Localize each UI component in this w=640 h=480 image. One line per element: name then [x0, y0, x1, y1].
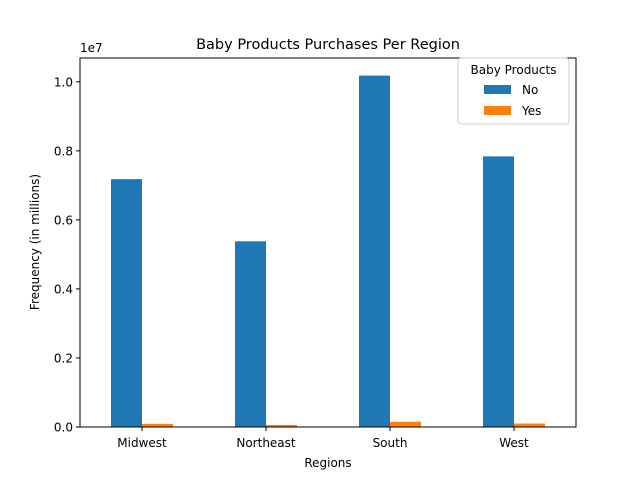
bar-yes-south — [390, 421, 421, 427]
bar-no-midwest — [111, 179, 142, 427]
bar-no-south — [359, 75, 390, 427]
x-tick-label: West — [499, 436, 529, 450]
legend-swatch-no — [484, 85, 511, 94]
y-offset-label: 1e7 — [80, 41, 103, 55]
y-axis-label: Frequency (in millions) — [28, 174, 42, 310]
legend-items: No Yes — [484, 83, 541, 118]
chart-title: Baby Products Purchases Per Region — [196, 37, 460, 53]
x-tick-label: South — [373, 436, 408, 450]
bar-no-northeast — [235, 241, 266, 427]
y-tick-label: 0.8 — [54, 144, 73, 158]
x-axis-label: Regions — [304, 456, 351, 470]
y-tick-label: 1.0 — [54, 75, 73, 89]
x-axis-ticks: Midwest Northeast South West — [117, 427, 529, 450]
legend: Baby Products No Yes — [457, 57, 570, 125]
x-tick-label: Northeast — [236, 436, 296, 450]
legend-label-no: No — [522, 83, 538, 97]
y-tick-label: 0.2 — [54, 351, 73, 365]
y-tick-label: 0.0 — [54, 421, 73, 435]
y-axis-ticks: 0.0 0.2 0.4 0.6 0.8 1.0 — [54, 75, 80, 435]
bars-group — [111, 75, 545, 427]
x-tick-label: Midwest — [117, 436, 167, 450]
legend-label-yes: Yes — [521, 104, 541, 118]
bar-yes-midwest — [142, 423, 173, 427]
legend-title: Baby Products — [471, 63, 557, 77]
y-tick-label: 0.6 — [54, 213, 73, 227]
bar-yes-west — [514, 423, 545, 427]
bar-no-west — [483, 156, 514, 427]
bar-yes-northeast — [266, 424, 297, 427]
legend-swatch-yes — [484, 106, 511, 115]
y-tick-label: 0.4 — [54, 282, 73, 296]
plot-frame — [79, 57, 577, 428]
